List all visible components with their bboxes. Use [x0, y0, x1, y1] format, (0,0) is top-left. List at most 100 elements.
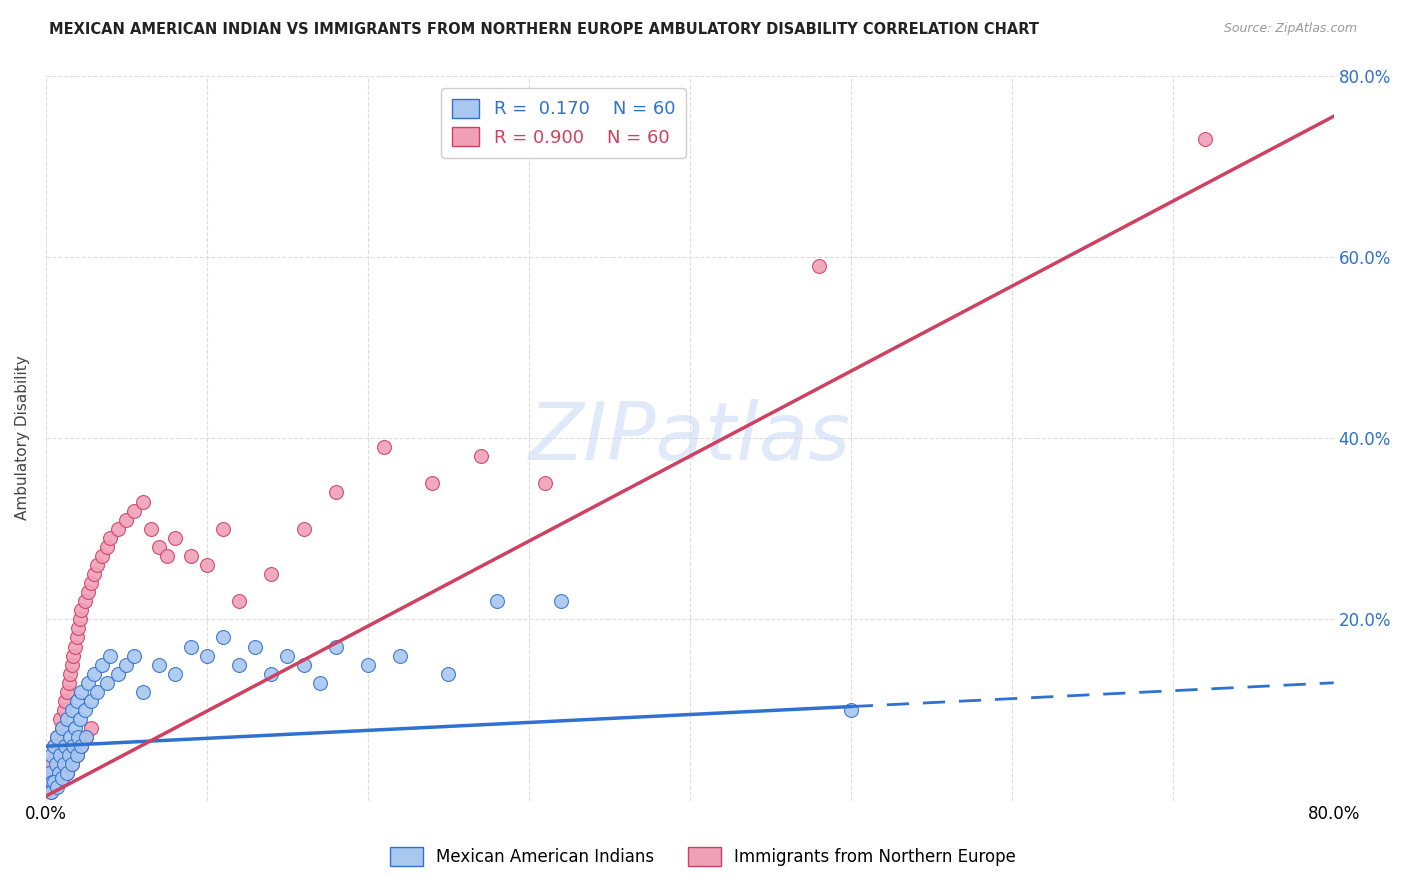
Point [75, 730, 97, 744]
Point [80, 694, 103, 708]
Point [73, 703, 96, 717]
Point [39, 784, 62, 798]
Point [83, 666, 105, 681]
Point [63, 640, 86, 654]
Point [91, 657, 114, 672]
Point [52, 703, 75, 717]
Point [46, 730, 69, 744]
Point [70, 685, 93, 699]
Point [124, 503, 146, 517]
Point [67, 621, 90, 635]
Point [59, 730, 82, 744]
Point [357, 657, 380, 672]
Point [62, 739, 84, 754]
Point [325, 640, 347, 654]
Point [107, 522, 129, 536]
Point [42, 775, 65, 789]
Point [45, 748, 67, 763]
Point [60, 703, 83, 717]
Point [195, 648, 218, 663]
Point [38, 775, 60, 789]
Point [39, 757, 62, 772]
Point [65, 748, 87, 763]
Point [437, 666, 460, 681]
Point [80, 721, 103, 735]
Point [49, 748, 72, 763]
Text: MEXICAN AMERICAN INDIAN VS IMMIGRANTS FROM NORTHERN EUROPE AMBULATORY DISABILITY: MEXICAN AMERICAN INDIAN VS IMMIGRANTS FR… [49, 22, 1039, 37]
Point [49, 712, 72, 726]
Point [52, 757, 75, 772]
Point [48, 766, 70, 780]
Point [53, 694, 76, 708]
Point [56, 685, 79, 699]
Point [260, 567, 283, 582]
Point [58, 675, 80, 690]
Point [260, 666, 283, 681]
Point [163, 666, 186, 681]
Point [228, 594, 250, 608]
Point [373, 440, 395, 454]
Point [96, 540, 118, 554]
Y-axis label: Ambulatory Disability: Ambulatory Disability [15, 356, 30, 520]
Point [485, 594, 508, 608]
Point [148, 540, 170, 554]
Point [107, 666, 129, 681]
Point [59, 666, 82, 681]
Point [163, 531, 186, 545]
Point [131, 494, 153, 508]
Point [60, 757, 83, 772]
Point [48, 739, 70, 754]
Point [70, 603, 93, 617]
Point [60, 757, 83, 772]
Point [98, 648, 121, 663]
Point [41, 775, 63, 789]
Point [42, 739, 65, 754]
Point [389, 648, 412, 663]
Point [807, 259, 830, 273]
Point [96, 675, 118, 690]
Point [56, 766, 79, 780]
Point [86, 558, 108, 572]
Point [195, 558, 218, 572]
Point [212, 522, 235, 536]
Point [45, 757, 67, 772]
Point [65, 631, 87, 645]
Point [308, 675, 330, 690]
Point [42, 780, 65, 794]
Point [124, 648, 146, 663]
Point [51, 721, 73, 735]
Point [73, 594, 96, 608]
Point [60, 657, 83, 672]
Legend: R =  0.170    N = 60, R = 0.900    N = 60: R = 0.170 N = 60, R = 0.900 N = 60 [441, 88, 686, 158]
Point [156, 549, 179, 563]
Point [180, 640, 202, 654]
Point [148, 657, 170, 672]
Point [839, 703, 862, 717]
Point [46, 730, 69, 744]
Point [98, 531, 121, 545]
Point [75, 730, 97, 744]
Point [276, 648, 298, 663]
Point [41, 766, 63, 780]
Point [228, 657, 250, 672]
Point [39, 784, 62, 798]
Point [245, 640, 267, 654]
Point [86, 685, 108, 699]
Point [38, 766, 60, 780]
Point [65, 694, 87, 708]
Point [39, 748, 62, 763]
Point [534, 476, 557, 491]
Point [62, 648, 84, 663]
Point [70, 739, 93, 754]
Text: ZIPatlas: ZIPatlas [529, 399, 851, 477]
Point [180, 549, 202, 563]
Point [69, 612, 91, 626]
Point [56, 712, 79, 726]
Point [76, 585, 98, 599]
Point [80, 576, 103, 591]
Point [51, 721, 73, 735]
Point [115, 657, 138, 672]
Point [131, 685, 153, 699]
Point [83, 567, 105, 582]
Point [46, 775, 69, 789]
